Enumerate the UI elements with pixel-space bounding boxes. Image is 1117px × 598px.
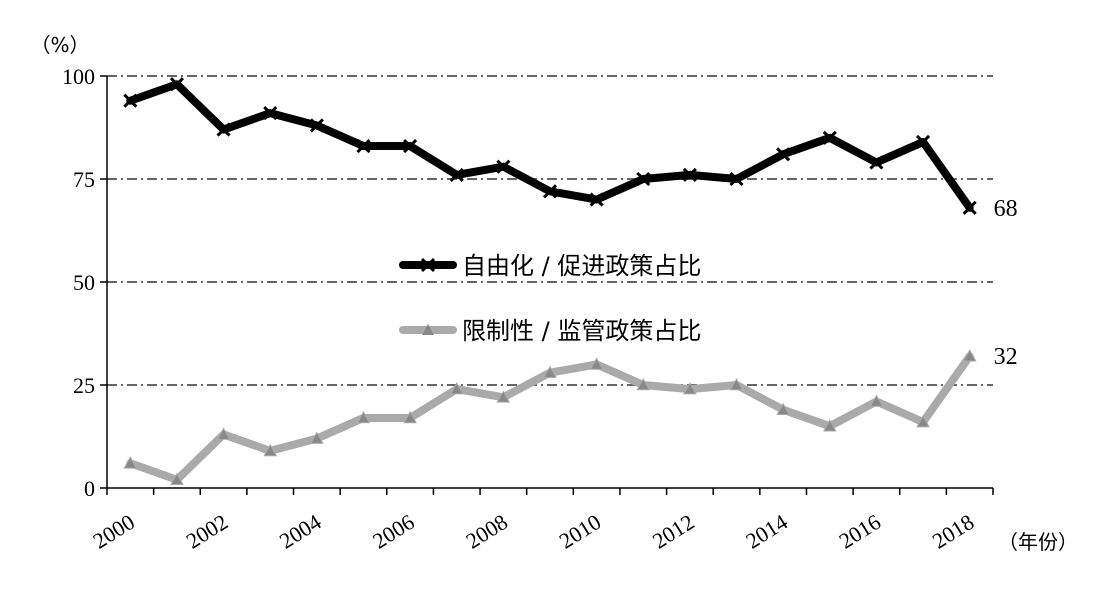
x-tick-label-2012: 2012 bbox=[648, 509, 699, 554]
legend-item-2: 限制性 / 监管政策占比 bbox=[399, 317, 701, 345]
series-2-point-2012 bbox=[683, 382, 697, 395]
series-1-point-2006 bbox=[403, 138, 418, 154]
series-2-point-2017 bbox=[916, 415, 930, 428]
series-group: 68 32 bbox=[123, 77, 1018, 486]
series-1-point-2004 bbox=[309, 118, 324, 133]
series-1-point-2000 bbox=[123, 93, 138, 108]
y-tick-label-75: 75 bbox=[73, 167, 95, 192]
series-2-point-2015 bbox=[822, 419, 837, 432]
x-tick-label-2004: 2004 bbox=[275, 509, 326, 554]
series-1-point-2015 bbox=[822, 130, 837, 145]
y-tick-label-50: 50 bbox=[73, 270, 95, 295]
x-tick-label-2014: 2014 bbox=[741, 509, 792, 554]
series-2-point-2011 bbox=[636, 377, 651, 391]
series-2-point-2001 bbox=[170, 472, 184, 486]
series-2-point-2008 bbox=[496, 390, 511, 403]
series-1-point-2011 bbox=[636, 171, 651, 187]
series-1-point-2003 bbox=[263, 106, 278, 121]
series-1-point-2012 bbox=[682, 167, 697, 182]
series-1-point-2007 bbox=[449, 167, 464, 182]
legend-item-1: 自由化 / 促进政策占比 bbox=[399, 252, 701, 280]
x-axis-ticks: 2000 2002 2004 2006 2008 2010 2012 2014 2016 2018 bbox=[88, 488, 994, 554]
x-tick-label-2006: 2006 bbox=[368, 509, 419, 554]
series-1-point-2008 bbox=[496, 159, 511, 174]
series-1-point-2009 bbox=[542, 184, 558, 199]
series-2-point-2005 bbox=[356, 410, 371, 424]
series-2-point-2010 bbox=[589, 357, 604, 370]
series-2-point-2003 bbox=[263, 443, 278, 457]
series-2-point-2006 bbox=[403, 410, 417, 424]
x-tick-label-2016: 2016 bbox=[835, 509, 886, 554]
series-1-point-2001 bbox=[169, 77, 185, 92]
series-2-point-2016 bbox=[869, 394, 884, 407]
series-1-point-2005 bbox=[356, 138, 371, 154]
legend-label-2: 限制性 / 监管政策占比 bbox=[462, 317, 701, 345]
series-1-point-2002 bbox=[216, 122, 231, 137]
series-1-point-2016 bbox=[869, 155, 884, 170]
grid-lines bbox=[107, 75, 993, 386]
y-tick-label-100: 100 bbox=[62, 64, 95, 89]
series-1-end-label: 68 bbox=[994, 196, 1018, 222]
series-2-point-2013 bbox=[729, 377, 744, 391]
legend-marker-1 bbox=[420, 257, 436, 273]
series-1-point-2017 bbox=[915, 134, 931, 149]
series-1-point-2013 bbox=[729, 171, 744, 187]
x-tick-label-2008: 2008 bbox=[461, 509, 512, 554]
x-tick-label-2000: 2000 bbox=[88, 509, 139, 554]
x-tick-label-2002: 2002 bbox=[182, 509, 233, 554]
series-1-point-2010 bbox=[589, 192, 604, 207]
series-1: 68 bbox=[123, 77, 1018, 222]
legend-marker-2 bbox=[422, 324, 434, 335]
x-tick-label-2010: 2010 bbox=[555, 509, 606, 554]
y-tick-label-0: 0 bbox=[84, 476, 95, 501]
x-tick-label-2018: 2018 bbox=[928, 509, 979, 554]
y-tick-label-25: 25 bbox=[73, 373, 95, 398]
series-2-point-2007 bbox=[449, 382, 464, 395]
series-2-point-2009 bbox=[543, 365, 557, 378]
series-2: 32 bbox=[123, 344, 1018, 486]
y-axis-unit: （%） bbox=[30, 33, 89, 57]
x-axis-unit: （年份） bbox=[998, 530, 1078, 554]
series-2-point-2000 bbox=[123, 456, 138, 469]
series-2-point-2018 bbox=[962, 349, 977, 362]
y-axis-ticks: 0 25 50 75 100 bbox=[62, 64, 107, 501]
series-2-point-2002 bbox=[216, 427, 231, 440]
series-2-point-2014 bbox=[776, 402, 791, 416]
series-1-point-2018 bbox=[962, 200, 977, 215]
series-2-end-label: 32 bbox=[994, 344, 1018, 370]
series-1-point-2014 bbox=[776, 147, 791, 162]
series-2-point-2004 bbox=[309, 431, 324, 444]
legend-label-1: 自由化 / 促进政策占比 bbox=[462, 252, 701, 280]
